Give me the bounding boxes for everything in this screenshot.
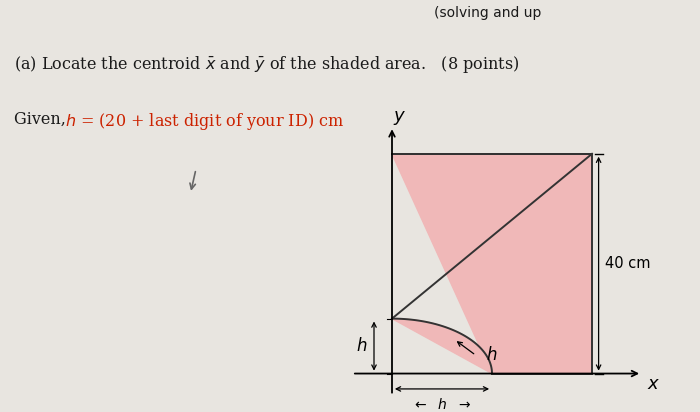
Polygon shape (392, 154, 592, 374)
Text: Given,: Given, (14, 111, 71, 128)
Text: h: h (357, 337, 368, 355)
Text: 40 cm: 40 cm (606, 256, 651, 271)
Text: y: y (393, 107, 405, 125)
Text: (a) Locate the centroid $\bar{x}$ and $\bar{y}$ of the shaded area.   (8 points): (a) Locate the centroid $\bar{x}$ and $\… (14, 54, 519, 75)
Text: x: x (647, 375, 657, 393)
Text: (solving and up: (solving and up (434, 6, 541, 20)
Text: $h$ = (20 + last digit of your ID) cm: $h$ = (20 + last digit of your ID) cm (65, 111, 344, 132)
Text: $\leftarrow$  $h$  $\rightarrow$: $\leftarrow$ $h$ $\rightarrow$ (412, 397, 472, 412)
Text: h: h (486, 346, 496, 365)
